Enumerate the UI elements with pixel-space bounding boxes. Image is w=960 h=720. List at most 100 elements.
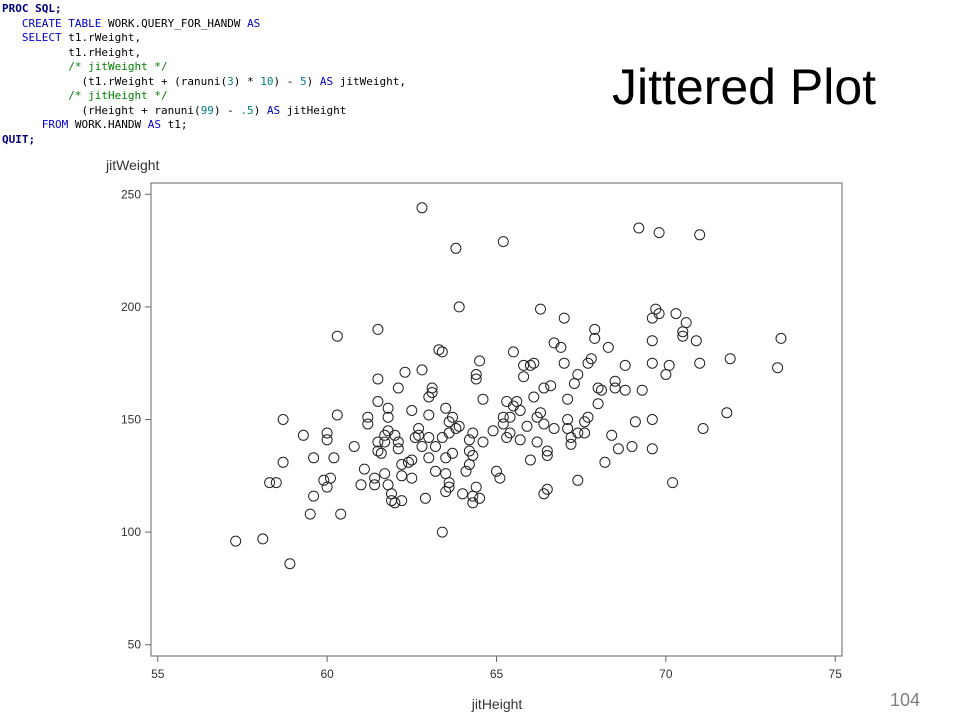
scatter-point: [467, 497, 479, 509]
scatter-point: [331, 330, 343, 342]
scatter-point: [416, 202, 428, 214]
scatter-point: [541, 450, 553, 461]
scatter-point: [467, 427, 479, 439]
scatter-point: [409, 432, 421, 443]
code-token: SELECT: [21, 31, 62, 44]
code-token: t1.rHeight,: [2, 45, 142, 59]
scatter-point: [426, 387, 438, 398]
scatter-point: [548, 337, 560, 349]
scatter-point: [538, 382, 550, 394]
scatter-point: [430, 465, 441, 477]
scatter-point: [277, 456, 289, 468]
scatter-point: [372, 436, 384, 448]
code-token: ) *: [233, 74, 261, 88]
scatter-point: [491, 465, 502, 477]
scatter-point: [389, 497, 401, 509]
scatter-point: [375, 447, 387, 459]
scatter-point: [599, 456, 611, 468]
scatter-point: [436, 526, 448, 538]
code-line: PROC SQL;: [2, 2, 62, 15]
scatter-point: [406, 405, 418, 416]
scatter-point: [558, 312, 570, 324]
y-axis: 50 100 150 200 250: [121, 187, 151, 652]
scatter-point: [646, 414, 658, 425]
scatter-point: [565, 438, 577, 450]
scatter-point: [514, 434, 526, 446]
scatter-point: [460, 465, 472, 477]
scatter-point: [497, 418, 509, 430]
scatter-point: [321, 434, 333, 446]
scatter-point: [518, 371, 530, 383]
scatter-point: [524, 359, 536, 371]
scatter-point: [433, 344, 445, 356]
scatter-point: [379, 436, 391, 448]
scatter-point: [399, 366, 411, 378]
slide-title: Jittered Plot: [612, 59, 877, 115]
code-token: ): [306, 74, 320, 88]
scatter-point: [396, 459, 408, 470]
scatter-point: [453, 301, 465, 313]
code-token: FROM: [41, 118, 69, 131]
x-axis: 55 60 65 70 75: [151, 656, 842, 681]
scatter-point: [436, 432, 448, 443]
scatter-point: [402, 456, 414, 468]
scatter-point: [277, 414, 289, 425]
scatter-point: [633, 222, 645, 234]
scatter-point: [362, 418, 374, 430]
code-token: t1;: [160, 118, 188, 131]
code-token: t1.rWeight,: [61, 31, 142, 44]
scatter-point: [470, 481, 482, 493]
scatter-point: [396, 495, 408, 507]
scatter-point: [521, 420, 533, 432]
code-line: (rHeight + ranuni(99) - .5) AS jitHeight: [2, 104, 346, 117]
scatter-point: [372, 323, 384, 335]
scatter-point: [677, 330, 689, 342]
scatter-point: [501, 396, 513, 407]
scatter-point: [453, 420, 465, 432]
scatter-point: [660, 369, 672, 380]
y-tick-label: 100: [121, 525, 141, 539]
code-token: CREATE TABLE: [21, 16, 102, 30]
scatter-point: [558, 357, 570, 369]
scatter-point: [582, 411, 594, 423]
scatter-point: [548, 423, 560, 434]
scatter-point: [772, 362, 784, 374]
scatter-point: [775, 332, 787, 344]
scatter-point: [379, 468, 391, 480]
code-token: ) -: [213, 103, 241, 117]
scatter-point: [325, 472, 336, 484]
code-token: 5: [300, 74, 307, 88]
scatter-point: [528, 357, 540, 369]
scatter-point: [358, 463, 370, 475]
scatter-point: [646, 312, 658, 324]
scatter-point: [423, 432, 435, 443]
scatter-point: [470, 369, 482, 380]
scatter-point: [440, 468, 452, 480]
code-token: 10: [260, 74, 274, 88]
y-tick-label: 50: [128, 638, 142, 652]
scatter-point: [406, 472, 418, 484]
scatter-point: [416, 364, 428, 376]
scatter-point: [447, 411, 458, 423]
scatter-point: [629, 416, 641, 428]
scatter-point: [392, 443, 404, 455]
plot-frame: [150, 182, 843, 657]
scatter-point: [535, 407, 546, 419]
scatter-point: [304, 508, 316, 520]
scatter-point: [504, 411, 516, 423]
scatter-point: [592, 382, 604, 394]
code-token: (rHeight + ranuni(: [2, 103, 201, 117]
scatter-point: [450, 242, 462, 254]
y-axis-label: jitWeight: [105, 157, 160, 173]
scatter-point: [690, 335, 702, 347]
scatter-point: [518, 359, 530, 371]
x-tick-label: 55: [151, 667, 165, 681]
y-tick-label: 150: [121, 413, 141, 427]
x-tick-label: 65: [490, 667, 504, 681]
code-token: QUIT;: [2, 132, 36, 146]
scatter-point: [467, 450, 479, 461]
scatter-point: [382, 402, 394, 414]
scatter-point: [572, 427, 584, 439]
scatter-point: [257, 533, 269, 545]
